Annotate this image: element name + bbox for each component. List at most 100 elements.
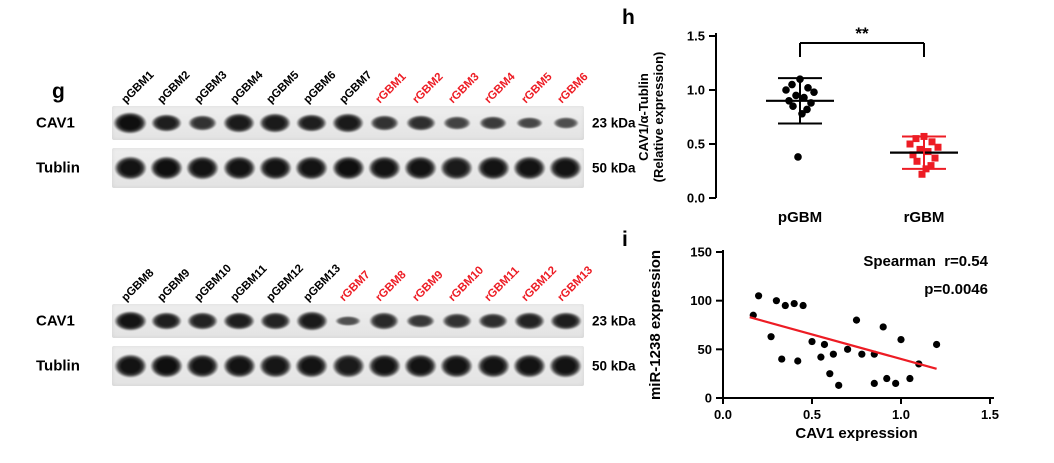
x-tick-label: 0.0: [714, 407, 732, 422]
blot-strip: [112, 106, 584, 140]
protein-band: [150, 113, 183, 133]
protein-band: [404, 354, 438, 378]
data-point: [789, 102, 797, 110]
y-axis-title: miR-1238 expression: [647, 250, 664, 400]
data-point: [772, 297, 780, 305]
svg-text:CAV1/α-Tublin(Relative express: CAV1/α-Tublin(Relative expression): [636, 52, 666, 183]
protein-band: [113, 156, 147, 180]
data-point: [906, 374, 914, 383]
data-point: [852, 316, 861, 324]
protein-band: [259, 312, 291, 330]
y-tick-label: 1.5: [687, 29, 705, 44]
y-tick-label: 1.0: [687, 83, 705, 98]
lane-labels: pGBM1 pGBM2 pGBM3 pGBM4 pGBM5 pGBM6 pGBM7 rGBM1…: [112, 26, 672, 106]
protein-band: [150, 311, 183, 331]
lane-label: pGBM7: [337, 69, 375, 106]
data-point: [916, 145, 924, 153]
data-point: [912, 135, 920, 143]
lane-label: pGBM13: [301, 262, 343, 304]
lane-label: rGBM4: [482, 70, 518, 106]
y-tick-label: 0.5: [687, 137, 705, 152]
protein-band: [479, 116, 508, 130]
protein-label: CAV1: [36, 312, 75, 330]
data-point: [906, 140, 914, 148]
protein-band: [259, 113, 292, 133]
lane-label: rGBM8: [373, 268, 409, 304]
panel-i-label: i: [622, 228, 628, 251]
lane-labels: pGBM8 pGBM9 pGBM10 pGBM11 pGBM12 pGBM13 rGBM7 r…: [112, 224, 672, 304]
data-point: [931, 154, 939, 162]
y-axis-title: CAV1/α-Tublin(Relative expression): [636, 52, 666, 183]
blot-row-tublin: Tublin 50 kDa: [36, 148, 636, 188]
protein-band: [258, 156, 292, 180]
data-point: [782, 86, 790, 94]
group-label: pGBM: [778, 209, 822, 226]
data-point: [835, 381, 843, 389]
data-point: [778, 355, 786, 363]
data-point: [934, 143, 942, 151]
protein-band: [222, 113, 256, 133]
lane-label: pGBM8: [119, 267, 157, 304]
lane-label: rGBM11: [482, 264, 522, 304]
blot-row-cav1: CAV1 23 kDa: [36, 304, 636, 338]
blot-row-tublin: Tublin 50 kDa: [36, 346, 636, 386]
correlation-scatter-plot: 0.0 0.5 1.0 1.5 0 50 100 150 Spearman r=0.54 p=0.…: [647, 245, 999, 443]
protein-band: [443, 116, 471, 130]
scatter-points: [749, 292, 941, 389]
lane-label: pGBM3: [192, 69, 230, 106]
x-tick-label: 1.5: [981, 407, 999, 422]
lane-label: pGBM4: [228, 69, 266, 106]
y-tick-label: 0.0: [687, 191, 705, 206]
data-point: [928, 138, 936, 146]
data-point: [804, 84, 812, 92]
molecular-weight-label: 23 kDa: [592, 115, 636, 131]
protein-band: [405, 114, 436, 132]
data-point: [794, 153, 802, 161]
data-point: [800, 93, 808, 102]
protein-band: [295, 113, 328, 133]
protein-band: [331, 354, 365, 378]
y-tick-label: 150: [690, 245, 712, 260]
protein-band: [186, 354, 220, 378]
protein-band: [549, 156, 583, 180]
data-point: [808, 337, 816, 346]
data-point: [879, 323, 887, 331]
protein-band: [513, 353, 547, 379]
x-tick-label: 1.0: [892, 407, 910, 422]
protein-band: [404, 156, 438, 180]
lane-label: rGBM5: [519, 70, 555, 106]
protein-band: [149, 353, 183, 379]
lane-label: pGBM2: [155, 69, 193, 106]
protein-band: [223, 311, 255, 331]
lane-label: rGBM9: [410, 268, 446, 304]
blot-strip: [112, 304, 584, 338]
western-blot-top: pGBM1 pGBM2 pGBM3 pGBM4 pGBM5 pGBM6 pGBM7 rGBM1…: [36, 26, 672, 196]
data-point: [927, 162, 935, 170]
y-tick-label: 0: [705, 391, 712, 406]
blot-strip: [112, 148, 584, 188]
protein-band: [516, 116, 543, 130]
data-point: [810, 88, 818, 96]
regression-line: [749, 316, 937, 370]
data-point: [826, 370, 834, 378]
protein-band: [295, 311, 328, 331]
molecular-weight-label: 50 kDa: [592, 160, 636, 176]
protein-label: CAV1: [36, 114, 75, 132]
lane-label: rGBM10: [446, 264, 487, 304]
protein-band: [222, 354, 256, 378]
protein-band: [476, 156, 510, 180]
data-point: [844, 345, 852, 353]
significance-stars: **: [855, 24, 869, 43]
lane-label: rGBM6: [555, 70, 591, 106]
data-point: [829, 350, 837, 358]
lane-label: rGBM13: [555, 264, 596, 304]
data-point: [817, 353, 825, 361]
protein-band: [186, 156, 220, 180]
protein-band: [478, 312, 509, 330]
lane-label: pGBM6: [301, 69, 339, 106]
data-point: [799, 301, 807, 310]
protein-band: [295, 353, 329, 379]
data-point: [913, 157, 921, 165]
lane-label: pGBM5: [264, 69, 302, 106]
